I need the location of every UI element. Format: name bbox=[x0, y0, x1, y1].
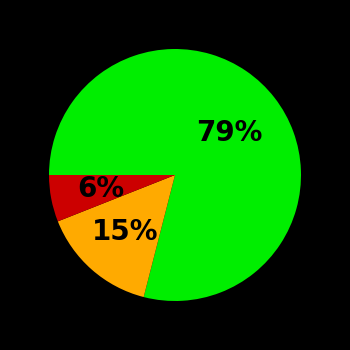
Text: 15%: 15% bbox=[92, 218, 158, 246]
Wedge shape bbox=[49, 49, 301, 301]
Wedge shape bbox=[58, 175, 175, 297]
Text: 79%: 79% bbox=[197, 119, 263, 147]
Wedge shape bbox=[49, 175, 175, 222]
Text: 6%: 6% bbox=[77, 175, 124, 203]
